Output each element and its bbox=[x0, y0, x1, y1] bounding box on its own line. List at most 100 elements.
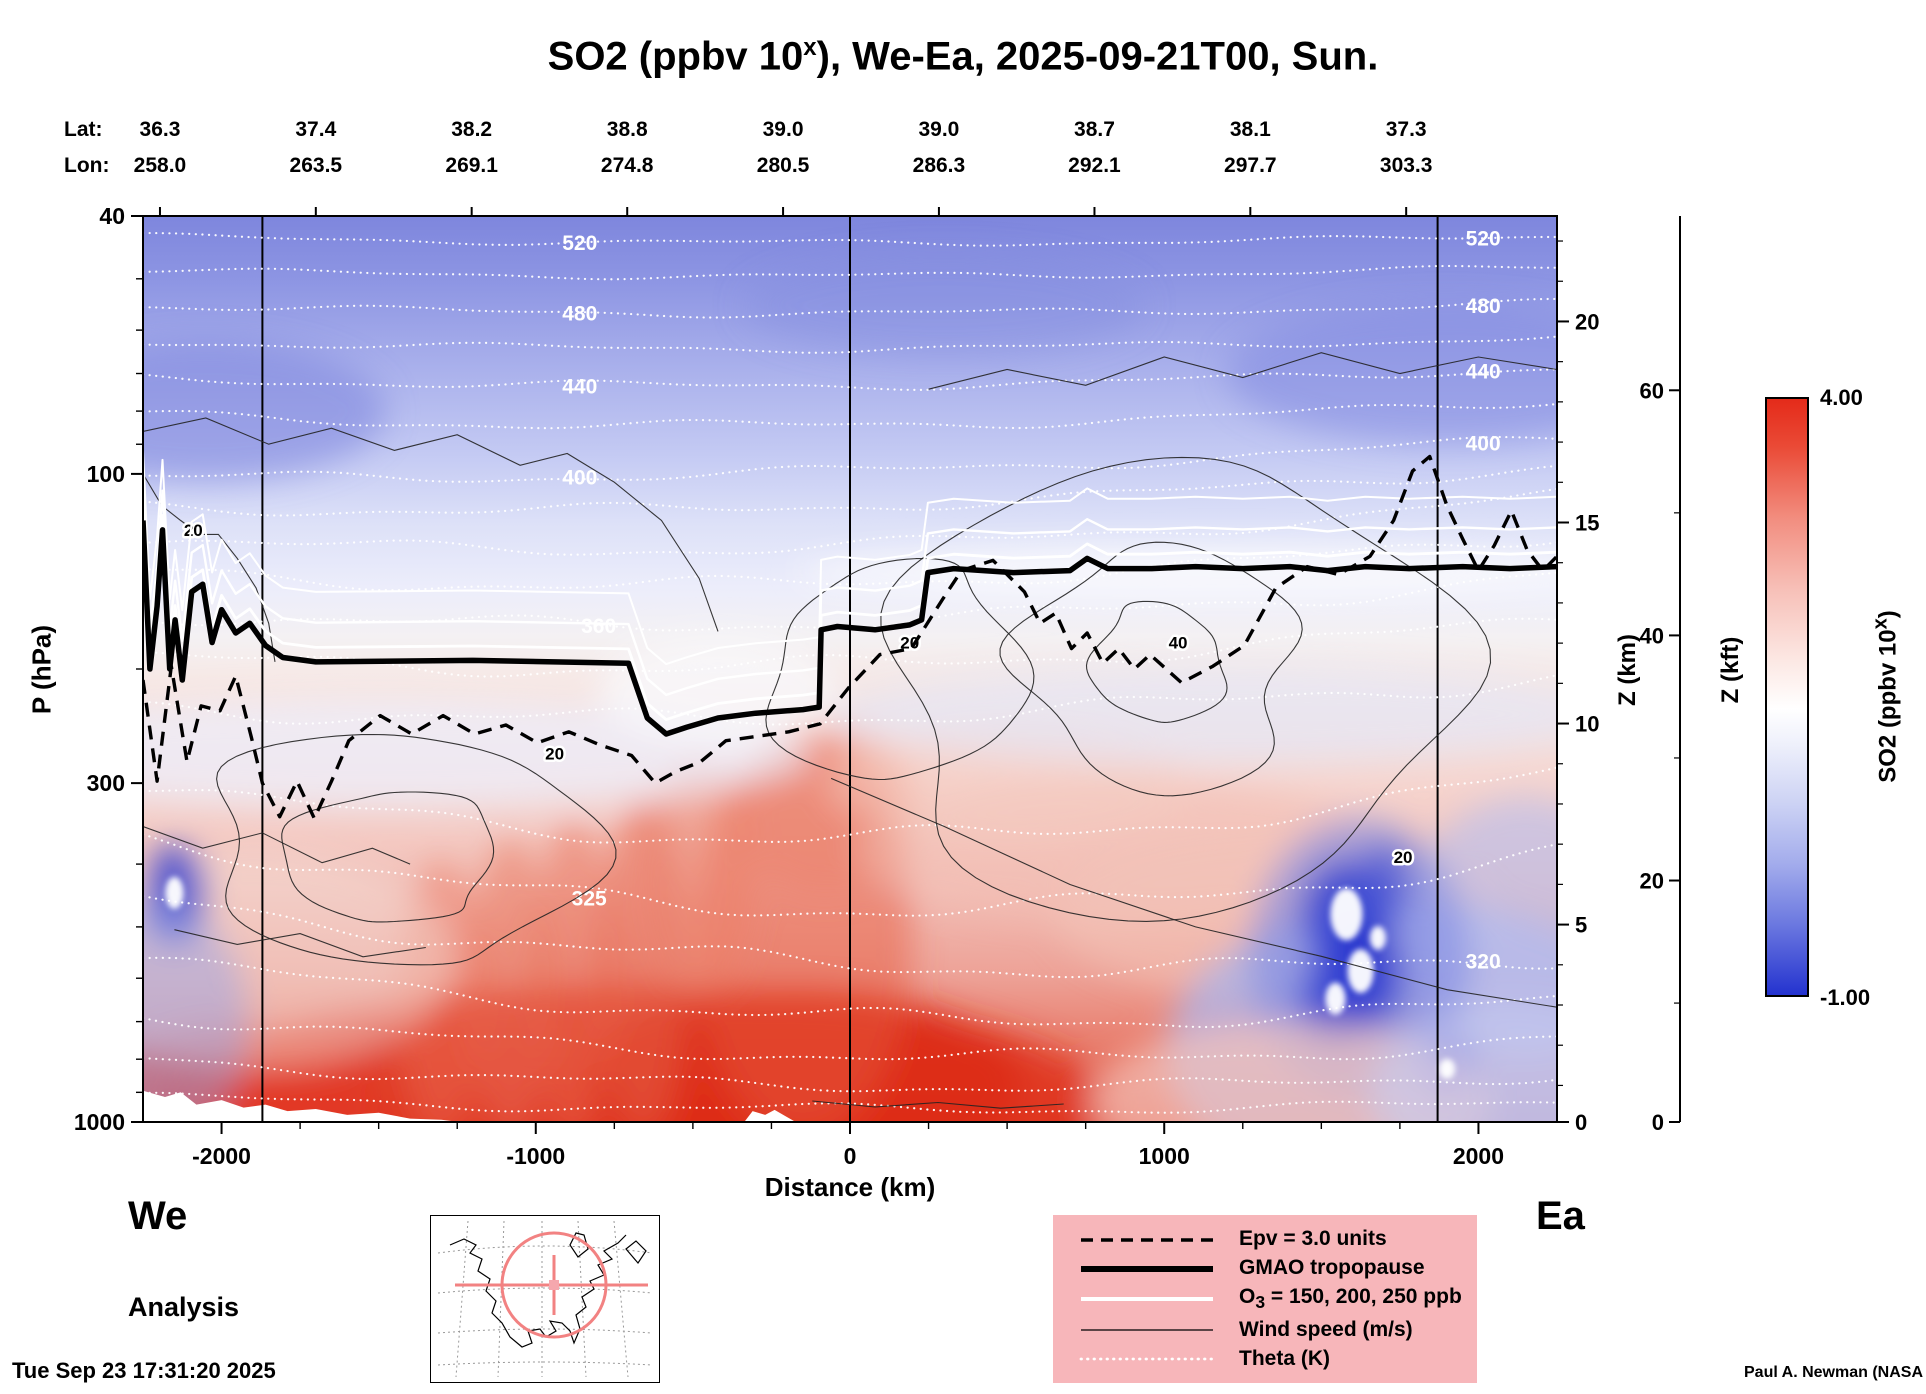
wind-speed-label: 40 bbox=[1169, 633, 1188, 652]
z-kft-tick-label: 0 bbox=[1652, 1110, 1664, 1135]
legend-label-theta: Theta (K) bbox=[1239, 1346, 1330, 1370]
terrain-mask-1 bbox=[744, 1109, 796, 1122]
wind-contour-12 bbox=[812, 1100, 1064, 1109]
credit: Paul A. Newman (NASA bbox=[1744, 1364, 1923, 1381]
wind-speed-label: 20 bbox=[1394, 848, 1413, 867]
x-tick-label: 0 bbox=[844, 1143, 857, 1169]
z-km-axis-title: Z (km) bbox=[1614, 370, 1642, 970]
lat-value: 38.2 bbox=[451, 118, 493, 141]
wind-speed-label: 20 bbox=[545, 744, 564, 763]
o3-contour-0 bbox=[143, 506, 1557, 721]
legend-item-theta: Theta (K) bbox=[1077, 1347, 1477, 1371]
wind-contour-6 bbox=[143, 473, 276, 662]
theta-label-520: 520 bbox=[562, 232, 597, 255]
lat-value: 39.0 bbox=[918, 118, 960, 141]
theta-label-400: 400 bbox=[562, 466, 597, 489]
z-km-tick-label: 10 bbox=[1575, 712, 1599, 737]
axes: 40 100 300 1000 -2000 -1000 0 1000 2000 0 5 10 15 20 0… bbox=[74, 203, 1681, 1169]
theta-contour-370 bbox=[143, 541, 1557, 592]
x-axis-title: Distance (km) bbox=[550, 1172, 1150, 1203]
legend-label-tropopause: GMAO tropopause bbox=[1239, 1256, 1425, 1280]
theta-label-400: 400 bbox=[1466, 433, 1501, 456]
chart-title: SO2 (ppbv 10x), We-Ea, 2025-09-21T00, Su… bbox=[0, 34, 1926, 79]
map-coastline bbox=[449, 1232, 647, 1348]
legend-ozone-prefix: O bbox=[1239, 1284, 1256, 1308]
map-center-marker bbox=[549, 1280, 559, 1290]
lat-axis-prefix: Lat: bbox=[64, 118, 103, 142]
west-endpoint-label: We bbox=[128, 1194, 188, 1238]
title-suffix: ), We-Ea, 2025-09-21T00, Sun. bbox=[816, 34, 1379, 79]
theta-contour-500 bbox=[143, 264, 1557, 281]
theta-contour-380 bbox=[143, 487, 1557, 556]
o3-contour-2 bbox=[143, 450, 1557, 666]
gmao-tropopause-line bbox=[143, 520, 1557, 737]
map-crosshair bbox=[455, 1231, 648, 1339]
z-km-title-text: Z (km) bbox=[1614, 634, 1641, 706]
x-tick-label: 1000 bbox=[1139, 1143, 1190, 1169]
x-axis-title-text: Distance (km) bbox=[764, 1172, 936, 1202]
colorbar-max-label: 4.00 bbox=[1820, 385, 1863, 410]
legend-line-epv-icon bbox=[1081, 1238, 1213, 1242]
legend-line-tropopause-icon bbox=[1081, 1265, 1213, 1272]
lat-value: 37.3 bbox=[1385, 118, 1427, 141]
lat-value: 39.0 bbox=[762, 118, 804, 141]
y-tick-label: 300 bbox=[87, 770, 125, 796]
o3-contour-1 bbox=[143, 481, 1557, 697]
wind-contour-8 bbox=[928, 352, 1557, 390]
lon-value: 303.3 bbox=[1379, 154, 1433, 177]
y-tick-label: 1000 bbox=[74, 1109, 125, 1135]
wind-contour-7 bbox=[143, 417, 719, 632]
theta-contour-400 bbox=[143, 435, 1557, 483]
colorbar-title-superscript: x bbox=[1869, 618, 1892, 630]
colorbar-min-label: -1.00 bbox=[1820, 985, 1871, 1010]
theta-contour-315 bbox=[143, 956, 1557, 1029]
legend-line-ozone-icon bbox=[1081, 1297, 1213, 1302]
lon-value: 297.7 bbox=[1224, 154, 1277, 177]
z-kft-tick-label: 40 bbox=[1640, 623, 1664, 648]
theta-label-360: 360 bbox=[581, 615, 616, 638]
theta-contour-320 bbox=[143, 894, 1557, 979]
map-section-circle bbox=[500, 1231, 608, 1339]
legend-item-epv: Epv = 3.0 units bbox=[1077, 1227, 1477, 1251]
colorbar-title: SO2 (ppbv 10x) bbox=[1870, 397, 1903, 997]
theta-contour-390 bbox=[143, 464, 1557, 517]
field-white-cores bbox=[165, 876, 1456, 1079]
track-vertical-lines bbox=[261, 216, 1439, 1122]
lat-value: 37.4 bbox=[295, 118, 337, 141]
theta-label-320: 320 bbox=[1466, 950, 1501, 973]
wind-contour-5 bbox=[1085, 600, 1228, 723]
wind-contour-11 bbox=[174, 929, 426, 958]
theta-contour-340 bbox=[143, 674, 1557, 726]
legend-ozone-suffix: = 150, 200, 250 ppb bbox=[1265, 1284, 1462, 1308]
lon-value: 280.5 bbox=[756, 154, 810, 177]
theta-label-480: 480 bbox=[1466, 295, 1501, 318]
x-tick-label: -2000 bbox=[192, 1143, 251, 1169]
lat-value: 38.7 bbox=[1074, 118, 1115, 141]
theta-contour-520 bbox=[143, 231, 1557, 247]
ozone-contours bbox=[143, 450, 1557, 721]
lon-value: 292.1 bbox=[1068, 154, 1121, 177]
theta-label-325: 325 bbox=[572, 888, 607, 911]
so2-filled-field bbox=[143, 216, 1557, 1122]
lat-value: 38.8 bbox=[606, 118, 648, 141]
lon-axis-prefix: Lon: bbox=[64, 154, 109, 178]
title-prefix: SO2 (ppbv 10 bbox=[547, 34, 804, 79]
z-kft-axis-title: Z (kft) bbox=[1717, 370, 1745, 970]
x-tick-label: 2000 bbox=[1453, 1143, 1504, 1169]
legend-label-epv: Epv = 3.0 units bbox=[1239, 1227, 1387, 1251]
wind-contour-9 bbox=[830, 777, 1557, 1008]
z-km-tick-label: 20 bbox=[1575, 309, 1599, 334]
z-kft-tick-label: 60 bbox=[1640, 378, 1664, 403]
legend-item-tropopause: GMAO tropopause bbox=[1077, 1256, 1477, 1280]
analysis-label: Analysis bbox=[128, 1292, 240, 1322]
lon-prefix-text: Lon: bbox=[64, 154, 110, 177]
legend-ozone-subscript: 3 bbox=[1255, 1292, 1266, 1313]
legend-line-windspeed-icon bbox=[1081, 1329, 1213, 1331]
legend-item-windspeed: Wind speed (m/s) bbox=[1077, 1318, 1477, 1342]
timestamp: Tue Sep 23 17:31:20 2025 bbox=[12, 1358, 276, 1383]
y-axis-title: P (hPa) bbox=[27, 370, 58, 970]
lon-value: 286.3 bbox=[912, 154, 966, 177]
theta-contour-460 bbox=[143, 335, 1557, 354]
legend: Epv = 3.0 units GMAO tropopause O3 = 150… bbox=[1053, 1215, 1477, 1383]
lat-prefix-text: Lat: bbox=[64, 118, 103, 141]
